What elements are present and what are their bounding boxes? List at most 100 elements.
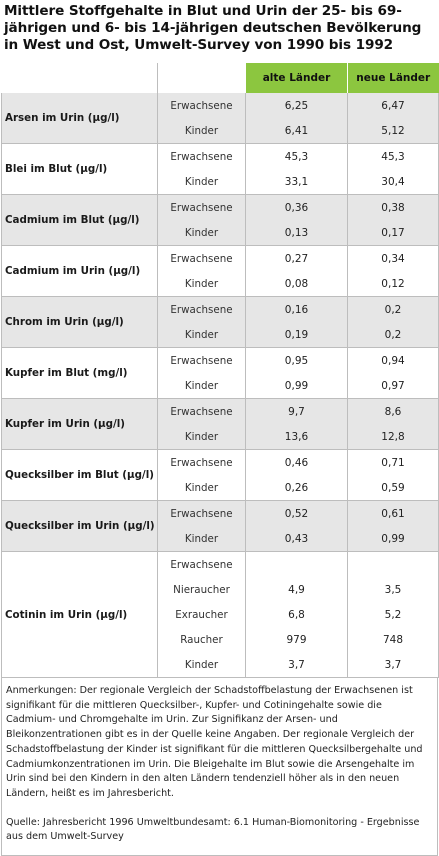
table-row: Kinder 0,08 0,12 <box>2 271 439 297</box>
substance-label: Kupfer im Blut (mg/l) <box>1 347 158 399</box>
value-east: 5,2 <box>347 602 439 627</box>
value-west: 33,1 <box>245 169 348 195</box>
subgroup-label: Raucher <box>157 627 246 652</box>
notes-text: Anmerkungen: Der regionale Vergleich der… <box>6 685 423 799</box>
table-row: Raucher 979 748 <box>2 627 439 652</box>
subgroup-label: Kinder <box>157 220 246 246</box>
substance-label: Quecksilber im Urin (µg/l) <box>1 500 158 552</box>
substance-label: Cotinin im Urin (µg/l) <box>1 551 158 678</box>
value-east: 0,12 <box>347 271 439 297</box>
subgroup-label: Nieraucher <box>157 577 246 602</box>
value-east: 0,2 <box>347 322 439 348</box>
value-west: 0,43 <box>245 526 348 552</box>
table-row: Kinder 0,13 0,17 <box>2 220 439 246</box>
subgroup-label: Erwachsene <box>157 194 246 220</box>
value-east: 0,17 <box>347 220 439 246</box>
subgroup-label: Kinder <box>157 424 246 450</box>
table-row: Kinder 6,41 5,12 <box>2 118 439 144</box>
substance-label: Blei im Blut (µg/l) <box>1 143 158 195</box>
notes-section: Anmerkungen: Der regionale Vergleich der… <box>1 678 438 856</box>
subgroup-label: Kinder <box>157 526 246 552</box>
subgroup-label: Erwachsene <box>157 500 246 526</box>
value-east: 0,99 <box>347 526 439 552</box>
substance-label: Arsen im Urin (µg/l) <box>1 93 158 144</box>
value-west: 0,19 <box>245 322 348 348</box>
table-row: Kinder 0,43 0,99 <box>2 526 439 552</box>
value-west: 0,27 <box>245 245 348 271</box>
header-row: alte Länder neue Länder <box>1 63 439 93</box>
value-west: 0,46 <box>245 449 348 475</box>
subgroup-label: Kinder <box>157 373 246 399</box>
value-west: 6,8 <box>245 602 348 627</box>
table-row: Arsen im Urin (µg/l) Erwachsene 6,25 6,47 <box>1 93 439 144</box>
value-east: 0,71 <box>347 449 439 475</box>
subgroup-label: Kinder <box>157 652 246 678</box>
subgroup-label: Kinder <box>157 169 246 195</box>
subgroup-label: Kinder <box>157 475 246 501</box>
value-east: 6,47 <box>347 93 439 118</box>
header-blank-sub <box>157 63 246 93</box>
value-east: 0,38 <box>347 194 439 220</box>
table-row: Quecksilber im Blut (µg/l) Erwachsene 0,46… <box>1 449 439 501</box>
value-east: 45,3 <box>347 143 439 169</box>
value-east: 0,59 <box>347 475 439 501</box>
subgroup-label: Kinder <box>157 322 246 348</box>
substance-label: Kupfer im Urin (µg/l) <box>1 398 158 450</box>
table-row: Quecksilber im Urin (µg/l) Erwachsene 0,52… <box>1 500 439 552</box>
value-east: 12,8 <box>347 424 439 450</box>
value-west: 0,16 <box>245 296 348 322</box>
value-east: 0,2 <box>347 296 439 322</box>
value-east: 0,34 <box>347 245 439 271</box>
column-header-west: alte Länder <box>245 63 348 93</box>
subgroup-label: Kinder <box>157 118 246 144</box>
substance-label: Cadmium im Urin (µg/l) <box>1 245 158 297</box>
value-east: 0,61 <box>347 500 439 526</box>
value-east: 0,94 <box>347 347 439 373</box>
value-west: 0,36 <box>245 194 348 220</box>
subgroup-label: Erwachsene <box>157 296 246 322</box>
table-row: Chrom im Urin (µg/l) Erwachsene 0,16 0,2 <box>1 296 439 348</box>
value-east: 3,5 <box>347 577 439 602</box>
table-row: Kinder 0,19 0,2 <box>2 322 439 348</box>
table-row: Kinder 13,6 12,8 <box>2 424 439 450</box>
substance-label: Cadmium im Blut (µg/l) <box>1 194 158 246</box>
value-east: 748 <box>347 627 439 652</box>
subgroup-label: Erwachsene <box>157 347 246 373</box>
subgroup-label: Erwachsene <box>157 398 246 424</box>
value-west: 0,08 <box>245 271 348 297</box>
table-row: Exraucher 6,8 5,2 <box>2 602 439 627</box>
subgroup-label: Kinder <box>157 271 246 297</box>
value-west: 13,6 <box>245 424 348 450</box>
table-row: Cadmium im Blut (µg/l) Erwachsene 0,36 0,38 <box>1 194 439 246</box>
data-table: alte Länder neue Länder Arsen im Urin (µ… <box>1 63 439 678</box>
table-row: Kupfer im Blut (mg/l) Erwachsene 0,95 0,94 <box>1 347 439 399</box>
value-west: 0,13 <box>245 220 348 246</box>
subgroup-label: Erwachsene <box>157 551 246 577</box>
value-west: 979 <box>245 627 348 652</box>
value-west: 4,9 <box>245 577 348 602</box>
subgroup-label: Exraucher <box>157 602 246 627</box>
source-text: Quelle: Jahresbericht 1996 Umweltbundesa… <box>6 816 420 843</box>
subgroup-label: Erwachsene <box>157 93 246 118</box>
value-west: 0,95 <box>245 347 348 373</box>
value-east: 5,12 <box>347 118 439 144</box>
value-west <box>245 551 348 577</box>
column-header-east: neue Länder <box>347 63 439 93</box>
value-west: 0,52 <box>245 500 348 526</box>
header-blank <box>1 63 158 93</box>
table-row: Kinder 0,26 0,59 <box>2 475 439 501</box>
table-row: Blei im Blut (µg/l) Erwachsene 45,3 45,3 <box>1 143 439 195</box>
value-east: 8,6 <box>347 398 439 424</box>
substance-label: Chrom im Urin (µg/l) <box>1 296 158 348</box>
table-row: Cadmium im Urin (µg/l) Erwachsene 0,27 0,34 <box>1 245 439 297</box>
value-west: 9,7 <box>245 398 348 424</box>
subgroup-label: Erwachsene <box>157 449 246 475</box>
subgroup-label: Erwachsene <box>157 143 246 169</box>
value-west: 0,99 <box>245 373 348 399</box>
table-row: Kupfer im Urin (µg/l) Erwachsene 9,7 8,6 <box>1 398 439 450</box>
value-west: 6,25 <box>245 93 348 118</box>
value-east: 3,7 <box>347 652 439 678</box>
value-west: 3,7 <box>245 652 348 678</box>
table-body: Arsen im Urin (µg/l) Erwachsene 6,25 6,47 Ki… <box>1 93 439 678</box>
value-west: 45,3 <box>245 143 348 169</box>
